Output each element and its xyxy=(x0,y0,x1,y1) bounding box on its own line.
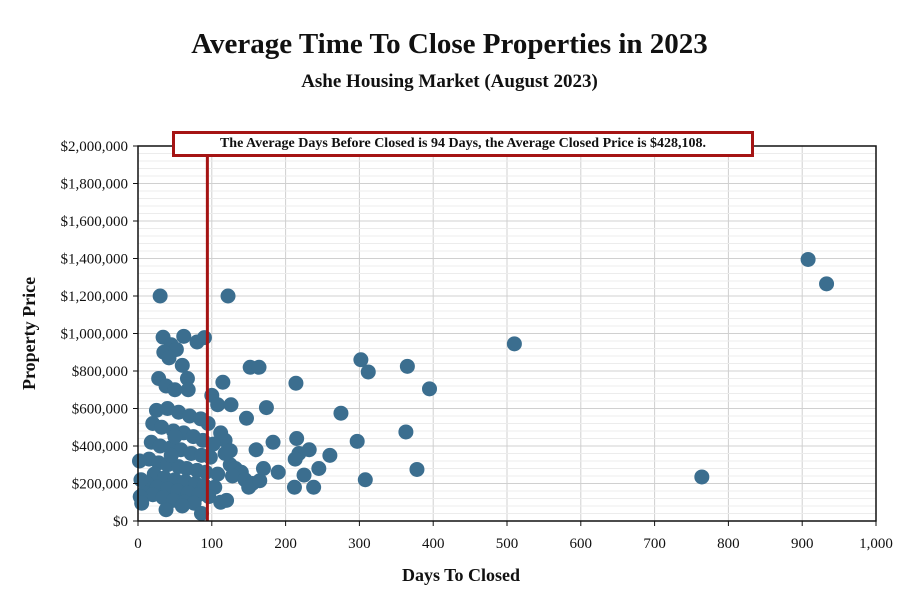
data-point xyxy=(154,419,170,435)
data-point xyxy=(288,375,304,391)
data-point xyxy=(357,472,373,488)
data-point xyxy=(220,288,236,304)
data-point xyxy=(422,381,438,397)
y-tick-label: $800,000 xyxy=(72,364,128,380)
y-axis-title: Property Price xyxy=(19,277,39,390)
data-point xyxy=(210,397,226,413)
x-tick-label: 800 xyxy=(717,536,740,552)
data-point xyxy=(258,400,274,416)
data-point xyxy=(179,371,195,386)
data-point xyxy=(180,382,196,398)
y-tick-label: $0 xyxy=(113,514,128,530)
data-point xyxy=(158,502,174,518)
data-point xyxy=(176,328,192,344)
data-point xyxy=(202,449,218,465)
y-tick-label: $600,000 xyxy=(72,402,128,418)
data-point xyxy=(174,498,190,514)
y-tick-label: $1,800,000 xyxy=(61,177,129,193)
data-point xyxy=(360,364,376,380)
x-tick-label: 700 xyxy=(643,536,666,552)
data-point xyxy=(349,433,365,449)
data-point xyxy=(163,447,179,463)
data-point xyxy=(694,469,710,485)
chart-title: Average Time To Close Properties in 2023 xyxy=(191,28,708,60)
data-point xyxy=(819,276,835,292)
data-points xyxy=(131,251,835,521)
x-tick-label: 0 xyxy=(134,536,142,552)
x-tick-label: 1,000 xyxy=(859,536,893,552)
data-point xyxy=(248,442,264,458)
data-point xyxy=(265,434,281,450)
grid-lines xyxy=(137,145,877,522)
data-point xyxy=(251,359,267,375)
data-point xyxy=(398,424,414,440)
data-point xyxy=(193,506,209,521)
data-point xyxy=(306,479,322,495)
data-point xyxy=(133,472,149,488)
data-point xyxy=(215,374,231,390)
data-point xyxy=(333,405,349,421)
x-tick-label: 300 xyxy=(348,536,371,552)
chart-subtitle: Ashe Housing Market (August 2023) xyxy=(301,71,598,92)
y-tick-label: $1,000,000 xyxy=(61,327,129,343)
data-point xyxy=(224,468,240,484)
data-point xyxy=(205,436,221,452)
data-point xyxy=(174,357,190,373)
data-point xyxy=(255,461,271,476)
average-annotation: The Average Days Before Closed is 94 Day… xyxy=(172,131,754,157)
data-point xyxy=(301,442,317,458)
data-point xyxy=(167,382,183,398)
data-point xyxy=(409,461,425,477)
data-point xyxy=(353,352,369,368)
x-tick-label: 600 xyxy=(570,536,593,552)
data-point xyxy=(148,402,164,418)
x-tick-label: 200 xyxy=(274,536,297,552)
data-point xyxy=(252,473,268,489)
data-point xyxy=(287,451,303,467)
x-tick-label: 100 xyxy=(201,536,224,552)
x-axis-ticks: 0 100 200 300 400 500 600 700 800 900 1,000 xyxy=(134,521,893,552)
data-point xyxy=(238,410,254,426)
data-point xyxy=(223,397,239,413)
data-point xyxy=(322,447,338,463)
x-axis-title: Days To Closed xyxy=(402,565,520,585)
x-tick-label: 900 xyxy=(791,536,814,552)
data-point xyxy=(219,492,235,508)
y-tick-label: $2,000,000 xyxy=(61,139,129,155)
y-tick-label: $1,600,000 xyxy=(61,214,129,230)
data-point xyxy=(506,336,522,352)
data-point xyxy=(161,350,177,366)
y-tick-label: $1,200,000 xyxy=(61,289,129,305)
data-point xyxy=(167,429,183,445)
data-point xyxy=(270,464,286,480)
data-point xyxy=(131,453,147,469)
data-point xyxy=(222,443,238,459)
data-point xyxy=(210,466,226,482)
data-point xyxy=(800,251,816,267)
data-point xyxy=(289,431,305,446)
y-tick-label: $400,000 xyxy=(72,439,128,455)
data-point xyxy=(241,479,257,495)
data-point xyxy=(296,467,312,483)
y-tick-label: $200,000 xyxy=(72,477,128,493)
y-tick-label: $1,400,000 xyxy=(61,252,129,268)
y-axis-ticks: $0 $200,000 $400,000 $600,000 $800,000 $1,000… xyxy=(61,139,138,530)
data-point xyxy=(311,461,327,476)
data-point xyxy=(134,495,150,511)
data-point xyxy=(152,288,168,304)
data-point xyxy=(189,334,205,350)
data-point xyxy=(399,358,415,374)
x-tick-label: 400 xyxy=(422,536,445,552)
x-tick-label: 500 xyxy=(496,536,519,552)
data-point xyxy=(286,479,302,495)
